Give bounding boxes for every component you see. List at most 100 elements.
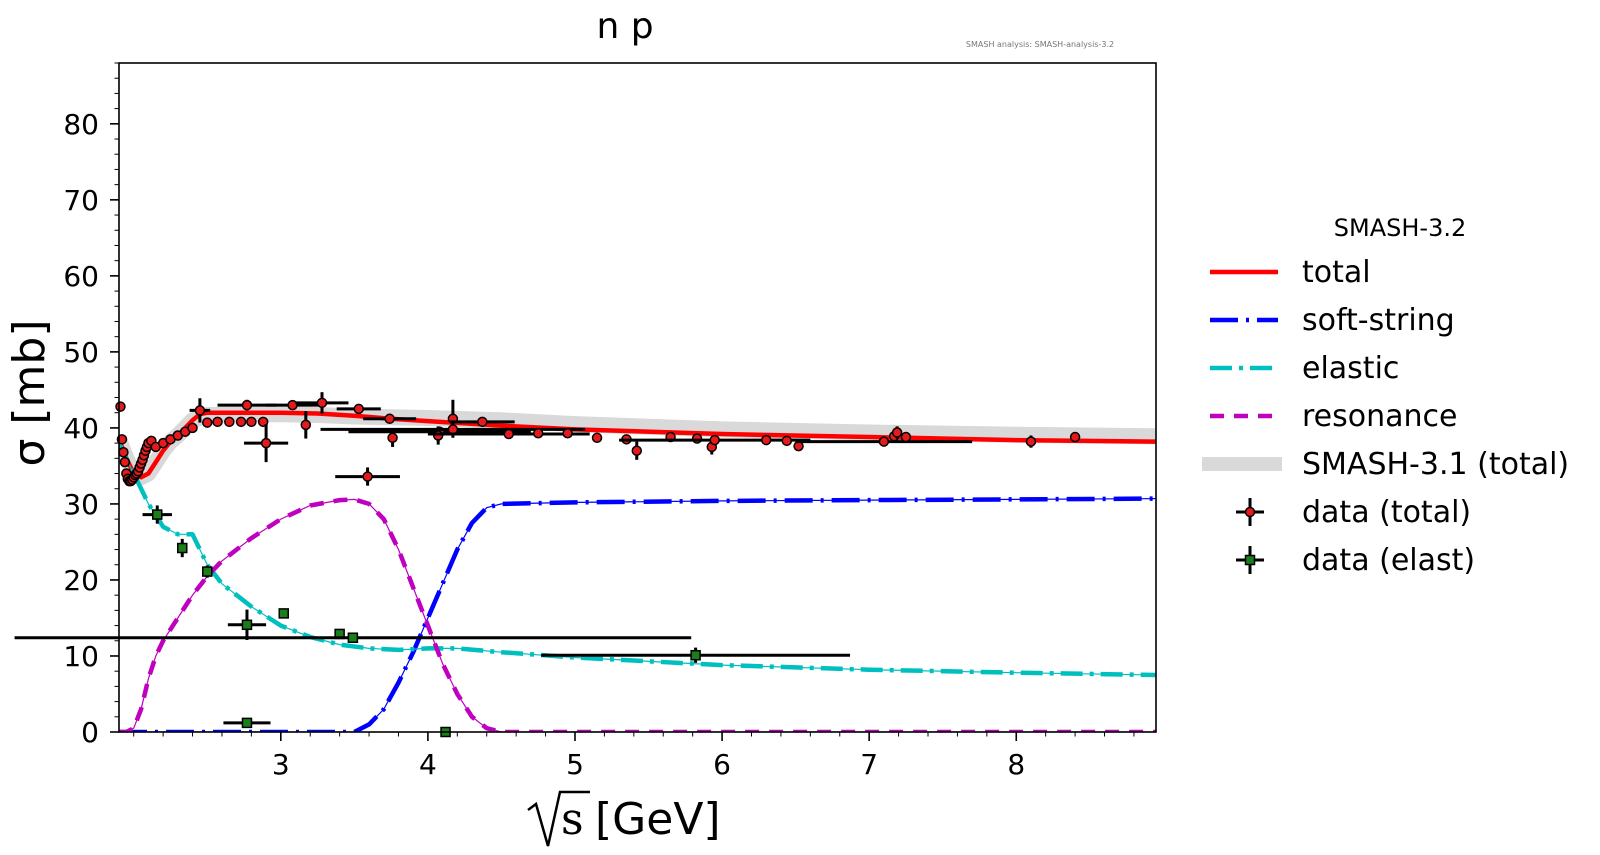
data-total-point xyxy=(202,417,213,428)
data-elast-marker xyxy=(202,566,213,577)
axes: 0 10 20 30 40 50 60 70 80 3 4 5 6 7 8 xyxy=(63,62,1157,781)
data-total-point xyxy=(212,416,223,428)
y-tick-label: 20 xyxy=(63,564,99,597)
data-total-point xyxy=(300,411,312,439)
series-layer xyxy=(119,406,1156,732)
data-total-point xyxy=(235,416,247,428)
y-tick-label: 80 xyxy=(63,108,99,141)
legend-item-smash31: SMASH-3.1 (total) xyxy=(1202,447,1569,482)
legend-label: SMASH-3.1 (total) xyxy=(1302,447,1569,482)
data-total-marker xyxy=(212,416,223,428)
data-total-marker xyxy=(387,432,398,444)
legend-label: resonance xyxy=(1302,399,1457,434)
legend-label: total xyxy=(1302,255,1371,290)
data-total-marker xyxy=(760,434,772,446)
data-elast-point xyxy=(142,505,172,524)
data-points-layer xyxy=(14,392,1081,738)
data-total-marker xyxy=(362,471,373,482)
legend-swatch-marker xyxy=(1244,554,1256,566)
data-elast-point xyxy=(202,565,213,578)
data-total-marker xyxy=(691,433,703,444)
x-axis-label-variable: s xyxy=(561,794,584,845)
data-elast-point xyxy=(227,609,267,641)
data-total-point xyxy=(266,399,320,411)
data-elast-marker xyxy=(151,509,163,520)
x-axis-label-unit: [GeV] xyxy=(595,794,721,845)
analysis-annotation: SMASH analysis: SMASH-analysis-3.2 xyxy=(966,40,1114,49)
data-total-marker xyxy=(432,430,444,441)
data-total-point xyxy=(449,416,515,428)
data-total-point xyxy=(336,403,381,415)
y-tick-label: 0 xyxy=(81,716,99,749)
data-elast-marker xyxy=(241,717,253,729)
y-axis-label: σ [mb] xyxy=(4,320,55,467)
x-tick-label: 7 xyxy=(860,748,878,781)
data-total-marker xyxy=(316,397,328,409)
data-total-marker xyxy=(532,427,544,439)
data-total-point xyxy=(246,416,257,428)
data-total-point xyxy=(387,428,398,447)
data-elast-marker xyxy=(176,542,188,554)
data-total-marker xyxy=(115,401,126,412)
data-total-point xyxy=(900,431,912,443)
data-total-point xyxy=(532,427,544,439)
legend-label: data (total) xyxy=(1302,495,1471,530)
data-total-marker xyxy=(384,413,395,425)
data-total-point xyxy=(244,424,289,463)
data-total-point xyxy=(781,435,793,447)
data-total-point xyxy=(119,456,131,468)
x-tick-label: 4 xyxy=(419,748,437,781)
data-elast-marker xyxy=(690,649,701,661)
y-tick-label: 40 xyxy=(63,412,99,445)
legend-label: elastic xyxy=(1302,351,1399,386)
x-tick-label: 3 xyxy=(272,748,290,781)
data-total-marker xyxy=(1025,436,1037,447)
data-total-marker xyxy=(119,456,131,468)
data-total-marker xyxy=(257,416,269,428)
series-soft-string-line xyxy=(119,496,1156,732)
data-total-marker xyxy=(477,416,488,428)
data-total-marker xyxy=(300,419,312,431)
data-total-point xyxy=(631,441,643,460)
x-tick-label: 6 xyxy=(713,748,731,781)
data-total-point xyxy=(1069,431,1081,443)
series-elastic-thin-line xyxy=(119,442,1156,676)
data-total-marker xyxy=(900,431,912,443)
series-resonance-thin-line xyxy=(119,498,1156,732)
data-total-marker xyxy=(562,427,573,439)
x-tick-label: 8 xyxy=(1007,748,1025,781)
data-total-point xyxy=(363,413,417,425)
y-tick-label: 50 xyxy=(63,336,99,369)
data-total-point xyxy=(224,416,235,428)
data-total-marker xyxy=(878,436,890,447)
data-total-marker xyxy=(1069,431,1081,443)
data-total-marker xyxy=(194,405,206,416)
data-total-point xyxy=(335,467,400,486)
y-tick-label: 70 xyxy=(63,184,99,217)
legend-item-data-total: data (total) xyxy=(1236,495,1471,530)
chart-title: n p xyxy=(596,6,653,47)
data-total-marker xyxy=(118,446,129,458)
data-elast-point xyxy=(14,632,692,643)
sqrt-radical-icon xyxy=(527,790,590,847)
series-soft-string-thin-line xyxy=(119,498,1156,732)
data-elast-marker xyxy=(241,619,253,631)
data-elast-point xyxy=(176,538,188,558)
plot-frame xyxy=(118,62,1157,733)
data-total-point xyxy=(591,432,603,444)
legend-label: soft-string xyxy=(1302,303,1455,338)
legend-item-elastic: elastic xyxy=(1210,351,1399,386)
data-elast-marker xyxy=(347,632,359,643)
data-total-marker xyxy=(224,416,235,428)
data-total-marker xyxy=(202,417,213,428)
series-resonance-line xyxy=(119,497,1156,732)
data-elast-point xyxy=(278,608,289,619)
data-total-point xyxy=(1025,435,1037,448)
data-elast-point xyxy=(541,647,851,663)
legend-item-data-elast: data (elast) xyxy=(1236,543,1475,578)
y-tick-label: 30 xyxy=(63,488,99,521)
legend-title: SMASH-3.2 xyxy=(1334,214,1466,242)
data-total-marker xyxy=(631,445,643,456)
data-total-point xyxy=(257,416,269,428)
